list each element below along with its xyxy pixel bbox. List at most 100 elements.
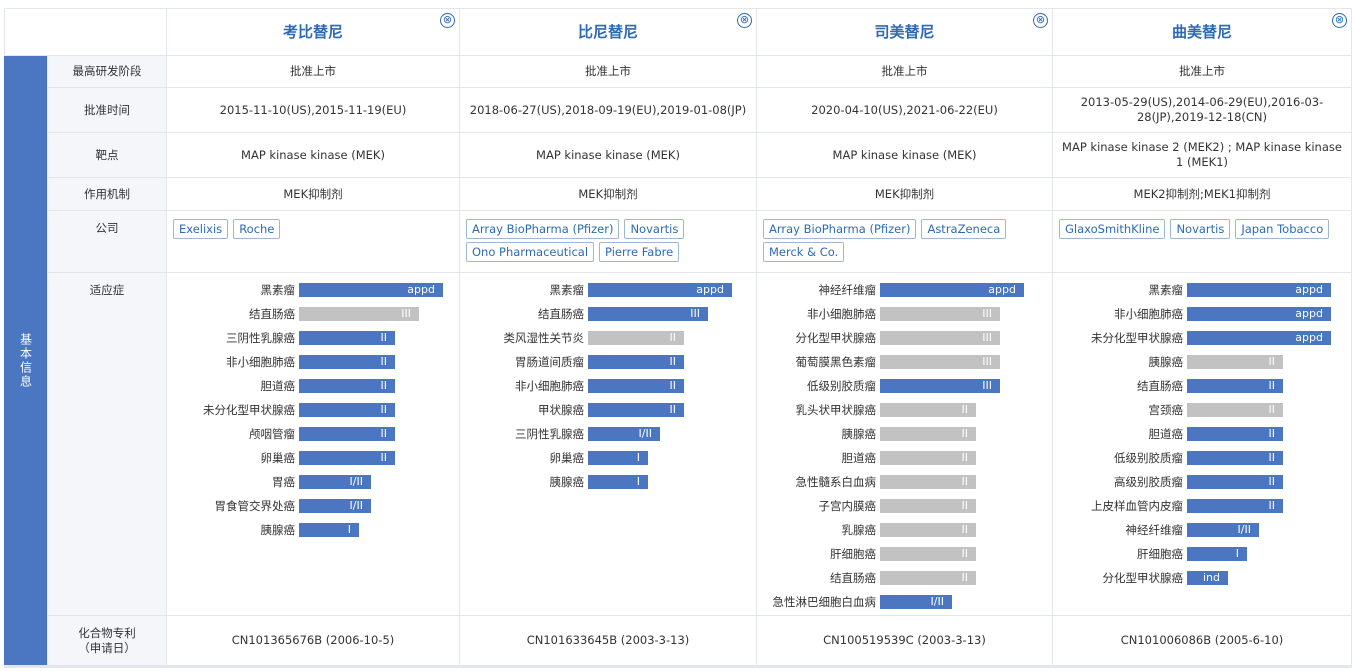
indication-row[interactable]: 肝细胞癌 II — [757, 542, 1052, 566]
indication-row[interactable]: 非小细胞肺癌 II — [460, 374, 756, 398]
indication-row[interactable]: 胃肠道间质瘤 II — [460, 350, 756, 374]
phase-bar: I — [1187, 547, 1247, 561]
indication-name: 低级别胶质瘤 — [1114, 450, 1183, 465]
indication-row[interactable]: 急性淋巴细胞白血病 I/II — [757, 590, 1052, 614]
indication-row[interactable]: 胰腺癌 I — [167, 518, 459, 542]
approval-date-value: 2020-04-10(US),2021-06-22(EU) — [757, 88, 1053, 133]
indication-row[interactable]: 结直肠癌 III — [460, 302, 756, 326]
phase-bar: II — [299, 355, 395, 369]
indication-name: 急性淋巴细胞白血病 — [772, 594, 877, 609]
indication-name: 分化型甲状腺癌 — [795, 330, 877, 345]
indication-row[interactable]: 颅咽管瘤 II — [167, 422, 459, 446]
indication-row[interactable]: 神经纤维瘤 appd — [757, 278, 1052, 302]
company-tags: Array BioPharma (Pfizer) Novartis Ono Phar… — [460, 211, 757, 273]
drug-name[interactable]: 考比替尼 — [282, 22, 343, 41]
indication-row[interactable]: 葡萄膜黑色素瘤 III — [757, 350, 1052, 374]
indication-name: 胃食管交界处癌 — [214, 498, 296, 513]
indication-row[interactable]: 胆道癌 II — [757, 446, 1052, 470]
row-label-indication: 适应症 — [48, 273, 167, 616]
indication-row[interactable]: 子宫内膜癌 II — [757, 494, 1052, 518]
company-tag[interactable]: Merck & Co. — [763, 242, 845, 262]
indication-row[interactable]: 卵巢癌 II — [167, 446, 459, 470]
indication-row[interactable]: 结直肠癌 II — [757, 566, 1052, 590]
phase-bar: II — [1187, 355, 1283, 369]
drug-name[interactable]: 曲美替尼 — [1171, 22, 1232, 41]
indication-row[interactable]: 类风湿性关节炎 II — [460, 326, 756, 350]
company-tag[interactable]: Ono Pharmaceutical — [466, 242, 595, 262]
indication-row[interactable]: 宫颈癌 II — [1053, 398, 1351, 422]
phase-bar: ind — [1187, 571, 1228, 585]
close-icon[interactable]: ⊗ — [440, 13, 455, 28]
phase-bar: II — [1187, 379, 1283, 393]
indication-row[interactable]: 胃癌 I/II — [167, 470, 459, 494]
indication-row[interactable]: 非小细胞肺癌 appd — [1053, 302, 1351, 326]
indication-name: 黑素瘤 — [260, 282, 296, 297]
phase-bar: II — [880, 475, 976, 489]
indication-row[interactable]: 急性髓系白血病 II — [757, 470, 1052, 494]
indication-row[interactable]: 甲状腺癌 II — [460, 398, 756, 422]
indication-name: 非小细胞肺癌 — [1114, 306, 1183, 321]
indication-row[interactable]: 乳腺癌 II — [757, 518, 1052, 542]
company-tag[interactable]: AstraZeneca — [921, 219, 1007, 239]
company-tag[interactable]: Novartis — [1170, 219, 1231, 239]
phase-bar: II — [1187, 475, 1283, 489]
drug-column-header: 比尼替尼 ⊗ — [460, 8, 757, 56]
indication-row[interactable]: 非小细胞肺癌 II — [167, 350, 459, 374]
indication-row[interactable]: 结直肠癌 II — [1053, 374, 1351, 398]
indication-row[interactable]: 三阴性乳腺癌 II — [167, 326, 459, 350]
phase-bar: II — [1187, 427, 1283, 441]
indication-row[interactable]: 低级别胶质瘤 III — [757, 374, 1052, 398]
company-tag[interactable]: Array BioPharma (Pfizer) — [763, 219, 917, 239]
indication-row[interactable]: 低级别胶质瘤 II — [1053, 446, 1351, 470]
company-tag[interactable]: Roche — [233, 219, 281, 239]
indication-row[interactable]: 分化型甲状腺癌 III — [757, 326, 1052, 350]
indication-row[interactable]: 胆道癌 II — [167, 374, 459, 398]
indication-row[interactable]: 分化型甲状腺癌 ind — [1053, 566, 1351, 590]
indication-name: 肝细胞癌 — [830, 546, 876, 561]
indication-row[interactable]: 肝细胞癌 I — [1053, 542, 1351, 566]
phase-bar: II — [588, 355, 684, 369]
indication-row[interactable]: 未分化型甲状腺癌 II — [167, 398, 459, 422]
company-tag[interactable]: Pierre Fabre — [599, 242, 680, 262]
indication-row[interactable]: 胰腺癌 II — [1053, 350, 1351, 374]
indication-row[interactable]: 黑素瘤 appd — [167, 278, 459, 302]
company-tag[interactable]: Array BioPharma (Pfizer) — [466, 219, 620, 239]
indication-row[interactable]: 三阴性乳腺癌 I/II — [460, 422, 756, 446]
company-tag[interactable]: Japan Tobacco — [1235, 219, 1330, 239]
company-tag[interactable]: Exelixis — [173, 219, 229, 239]
indication-row[interactable]: 未分化型甲状腺癌 appd — [1053, 326, 1351, 350]
company-tags: GlaxoSmithKline Novartis Japan Tobacco — [1053, 211, 1352, 273]
indication-row[interactable]: 上皮样血管内皮瘤 II — [1053, 494, 1351, 518]
stage-value: 批准上市 — [1053, 56, 1352, 88]
phase-bar: I — [588, 475, 648, 489]
row-label-target: 靶点 — [48, 133, 167, 178]
phase-bar: II — [588, 403, 684, 417]
patent-value: CN100519539C (2003-3-13) — [757, 616, 1053, 666]
indication-row[interactable]: 胰腺癌 II — [757, 422, 1052, 446]
indication-row[interactable]: 胰腺癌 I — [460, 470, 756, 494]
indication-name: 上皮样血管内皮瘤 — [1091, 498, 1183, 513]
close-icon[interactable]: ⊗ — [1332, 13, 1347, 28]
close-icon[interactable]: ⊗ — [1033, 13, 1048, 28]
row-label-approval: 批准时间 — [48, 88, 167, 133]
drug-name[interactable]: 比尼替尼 — [577, 22, 638, 41]
indication-row[interactable]: 胃食管交界处癌 I/II — [167, 494, 459, 518]
indication-name: 乳腺癌 — [841, 522, 877, 537]
close-icon[interactable]: ⊗ — [737, 13, 752, 28]
indication-row[interactable]: 非小细胞肺癌 III — [757, 302, 1052, 326]
company-tag[interactable]: GlaxoSmithKline — [1059, 219, 1166, 239]
indication-name: 神经纤维瘤 — [1125, 522, 1184, 537]
phase-bar: II — [588, 331, 684, 345]
indication-row[interactable]: 黑素瘤 appd — [460, 278, 756, 302]
indication-row[interactable]: 卵巢癌 I — [460, 446, 756, 470]
indication-row[interactable]: 黑素瘤 appd — [1053, 278, 1351, 302]
indication-row[interactable]: 乳头状甲状腺癌 II — [757, 398, 1052, 422]
indication-row[interactable]: 结直肠癌 III — [167, 302, 459, 326]
indication-row[interactable]: 胆道癌 II — [1053, 422, 1351, 446]
indication-name: 分化型甲状腺癌 — [1102, 570, 1184, 585]
drug-name[interactable]: 司美替尼 — [874, 22, 935, 41]
company-tag[interactable]: Novartis — [624, 219, 685, 239]
stage-value: 批准上市 — [757, 56, 1053, 88]
indication-row[interactable]: 神经纤维瘤 I/II — [1053, 518, 1351, 542]
indication-row[interactable]: 高级别胶质瘤 II — [1053, 470, 1351, 494]
